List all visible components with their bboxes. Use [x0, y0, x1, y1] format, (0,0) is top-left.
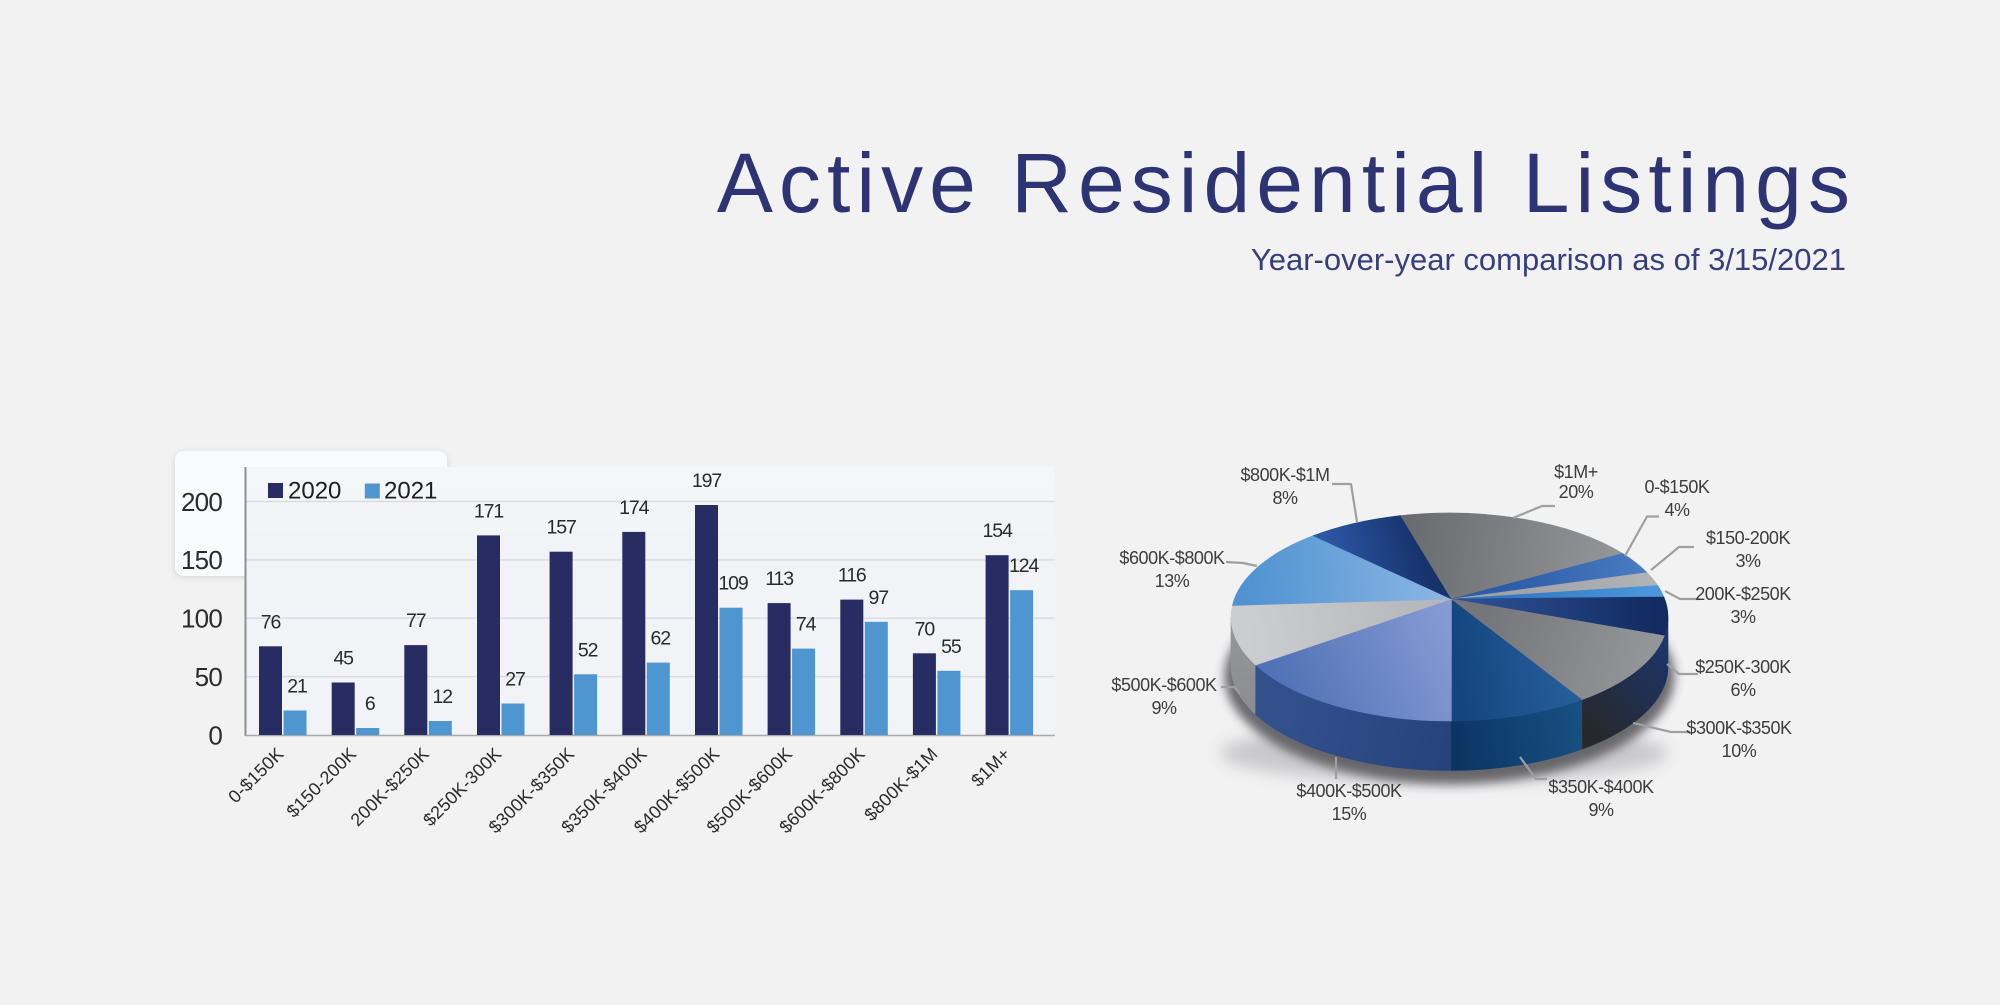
svg-text:8%: 8%: [1272, 488, 1298, 508]
svg-text:171: 171: [474, 500, 503, 522]
svg-text:3%: 3%: [1735, 551, 1761, 571]
svg-text:70: 70: [915, 618, 936, 640]
svg-text:15%: 15%: [1332, 804, 1367, 824]
svg-text:2020: 2020: [288, 478, 341, 505]
svg-text:$350K-$400K: $350K-$400K: [1548, 777, 1654, 797]
svg-text:$800K-$1M: $800K-$1M: [1240, 465, 1329, 485]
svg-text:45: 45: [333, 648, 354, 670]
svg-text:197: 197: [692, 470, 721, 492]
svg-text:55: 55: [941, 636, 962, 658]
svg-text:12: 12: [433, 686, 453, 708]
svg-text:52: 52: [578, 639, 598, 661]
svg-text:9%: 9%: [1588, 800, 1614, 820]
svg-text:$600K-$800K: $600K-$800K: [1119, 548, 1225, 568]
svg-text:3%: 3%: [1730, 607, 1756, 627]
svg-text:6: 6: [365, 693, 375, 715]
svg-text:$250K-300K: $250K-300K: [1695, 657, 1791, 677]
svg-text:174: 174: [619, 497, 649, 519]
svg-text:76: 76: [261, 611, 281, 633]
svg-text:74: 74: [796, 614, 817, 636]
svg-text:$1M+: $1M+: [967, 744, 1014, 791]
svg-text:77: 77: [406, 610, 426, 632]
svg-text:154: 154: [982, 520, 1012, 542]
svg-text:9%: 9%: [1151, 698, 1177, 718]
svg-text:13%: 13%: [1155, 571, 1190, 591]
svg-text:4%: 4%: [1664, 500, 1690, 520]
svg-text:21: 21: [287, 676, 307, 698]
svg-text:62: 62: [651, 628, 671, 650]
svg-text:6%: 6%: [1730, 680, 1756, 700]
svg-text:$300K-$350K: $300K-$350K: [1686, 718, 1792, 738]
svg-text:116: 116: [838, 565, 866, 587]
svg-text:200: 200: [181, 487, 222, 517]
svg-text:0-$150K: 0-$150K: [1645, 477, 1710, 497]
svg-text:97: 97: [869, 587, 889, 609]
svg-text:2021: 2021: [384, 478, 437, 505]
svg-text:20%: 20%: [1559, 482, 1594, 502]
svg-text:$800K-$1M: $800K-$1M: [860, 744, 941, 825]
svg-text:50: 50: [195, 662, 223, 692]
svg-text:0: 0: [208, 720, 222, 750]
svg-text:150: 150: [181, 545, 222, 575]
svg-text:10%: 10%: [1722, 741, 1757, 761]
svg-text:$500K-$600K: $500K-$600K: [1111, 675, 1217, 695]
svg-text:109: 109: [718, 573, 747, 595]
svg-text:$1M+: $1M+: [1554, 462, 1598, 482]
svg-text:0-$150K: 0-$150K: [224, 744, 287, 807]
svg-text:$400K-$500K: $400K-$500K: [1296, 781, 1402, 801]
svg-text:100: 100: [181, 604, 222, 634]
svg-text:200K-$250K: 200K-$250K: [1695, 584, 1791, 604]
svg-text:$150-200K: $150-200K: [1706, 528, 1790, 548]
svg-text:157: 157: [546, 517, 575, 539]
svg-text:27: 27: [505, 669, 525, 691]
svg-text:124: 124: [1009, 555, 1039, 577]
svg-text:$150-200K: $150-200K: [283, 744, 361, 822]
svg-text:113: 113: [765, 568, 793, 590]
